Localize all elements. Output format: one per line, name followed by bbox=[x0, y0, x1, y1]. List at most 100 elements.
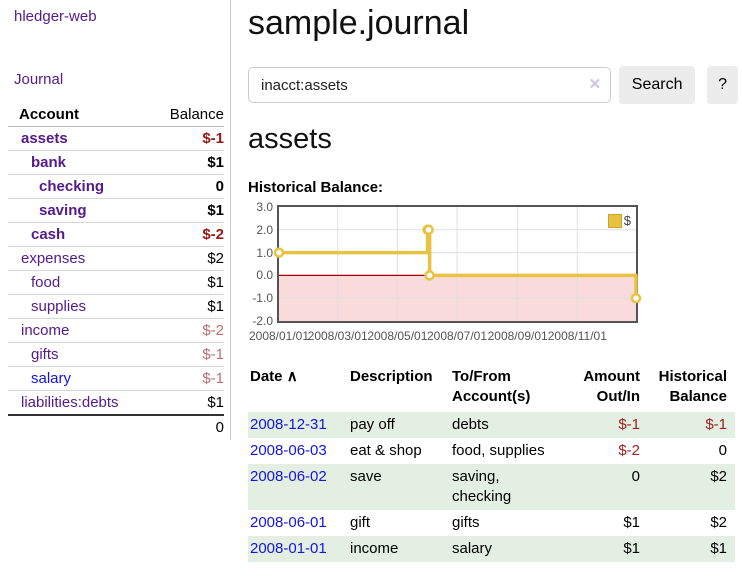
accounts-table: Account Balance assets $-1 bank $1 checking 0… bbox=[8, 103, 224, 439]
help-button[interactable]: ? bbox=[707, 66, 738, 104]
column-header-balance: Historical Balance bbox=[658, 368, 727, 405]
account-link-income[interactable]: income bbox=[21, 322, 70, 339]
transaction-description: save bbox=[350, 468, 382, 485]
accounts-table-header: Account Balance bbox=[8, 103, 224, 127]
account-balance: $1 bbox=[207, 394, 224, 411]
register-table: Date ∧ Description To/From Account(s) Am… bbox=[248, 365, 735, 562]
search-input-wrap: ✕ bbox=[248, 67, 612, 103]
transaction-date-link[interactable]: 2008-01-01 bbox=[250, 540, 327, 557]
data-point bbox=[424, 270, 435, 281]
transaction-accounts: food, supplies bbox=[452, 442, 545, 459]
x-axis-tick-label: 2008/09/01 bbox=[487, 329, 548, 343]
account-row: food $1 bbox=[8, 271, 224, 295]
y-axis-tick-label: -2.0 bbox=[252, 314, 273, 328]
transaction-accounts: debts bbox=[452, 416, 489, 433]
register-row: 2008-06-02 save saving, checking 0 $2 bbox=[248, 464, 735, 510]
account-balance: $1 bbox=[207, 202, 224, 219]
account-balance: $1 bbox=[207, 274, 224, 291]
account-row: assets $-1 bbox=[8, 127, 224, 151]
register-row: 2008-01-01 income salary $1 $1 bbox=[248, 536, 735, 562]
account-link-liabilities-debts[interactable]: liabilities:debts bbox=[21, 394, 119, 411]
data-point bbox=[630, 292, 642, 304]
account-heading: assets bbox=[248, 123, 332, 155]
sidebar-item-journal[interactable]: Journal bbox=[14, 71, 64, 88]
chart-legend: $ bbox=[607, 213, 631, 228]
account-row: bank $1 bbox=[8, 151, 224, 175]
transaction-amount: $1 bbox=[623, 514, 640, 531]
transaction-balance: 0 bbox=[718, 442, 727, 459]
account-link-food[interactable]: food bbox=[31, 274, 61, 291]
date-header-label: Date bbox=[250, 368, 283, 385]
account-balance: $1 bbox=[207, 298, 224, 315]
account-row: gifts $-1 bbox=[8, 343, 224, 367]
y-axis-tick-label: 1.0 bbox=[256, 245, 273, 260]
app-title-link[interactable]: hledger-web bbox=[14, 8, 97, 25]
account-link-supplies[interactable]: supplies bbox=[31, 298, 87, 315]
main-content: sample.journal ✕ Search ? assets Histori… bbox=[248, 0, 738, 562]
search-button[interactable]: Search bbox=[619, 66, 696, 104]
page-title: sample.journal bbox=[248, 4, 470, 42]
transaction-date-link[interactable]: 2008-12-31 bbox=[250, 416, 327, 433]
account-row: saving $1 bbox=[8, 199, 224, 223]
account-link-cash[interactable]: cash bbox=[31, 226, 66, 243]
accounts-header-balance: Balance bbox=[169, 106, 224, 123]
transaction-amount: $-1 bbox=[618, 416, 640, 433]
account-balance: $-1 bbox=[202, 346, 224, 363]
clear-search-icon[interactable]: ✕ bbox=[588, 76, 602, 93]
y-axis-tick-label: -1.0 bbox=[252, 291, 273, 306]
column-header-amount: Amount Out/In bbox=[583, 368, 640, 405]
column-header-description: Description bbox=[350, 368, 433, 385]
account-link-assets[interactable]: assets bbox=[21, 130, 68, 147]
account-link-saving[interactable]: saving bbox=[39, 202, 87, 219]
transaction-date-link[interactable]: 2008-06-02 bbox=[250, 468, 327, 485]
account-row: expenses $2 bbox=[8, 247, 224, 271]
account-link-expenses[interactable]: expenses bbox=[21, 250, 86, 267]
account-link-checking[interactable]: checking bbox=[39, 178, 105, 195]
transaction-description: income bbox=[350, 540, 399, 557]
y-axis-tick-label: 3.0 bbox=[256, 200, 273, 214]
sort-asc-icon: ∧ bbox=[286, 368, 298, 385]
account-row: liabilities:debts $1 bbox=[8, 391, 224, 415]
register-row: 2008-06-03 eat & shop food, supplies $-2 0 bbox=[248, 438, 735, 464]
account-balance: $-2 bbox=[202, 226, 224, 243]
transaction-description: pay off bbox=[350, 416, 395, 433]
x-axis-tick-label: 2008/07/01 bbox=[426, 329, 488, 343]
search-form: ✕ Search ? bbox=[248, 66, 738, 104]
account-balance: $2 bbox=[207, 250, 224, 267]
register-header-row: Date ∧ Description To/From Account(s) Am… bbox=[248, 365, 735, 412]
column-header-accounts: To/From Account(s) bbox=[452, 368, 531, 405]
transaction-amount: $1 bbox=[623, 540, 640, 557]
account-link-gifts[interactable]: gifts bbox=[31, 346, 59, 363]
account-row: income $-2 bbox=[8, 319, 224, 343]
register-row: 2008-12-31 pay off debts $-1 $-1 bbox=[248, 412, 735, 438]
transaction-date-link[interactable]: 2008-06-03 bbox=[250, 442, 327, 459]
accounts-total-row: 0 bbox=[8, 414, 224, 439]
data-point bbox=[273, 247, 285, 258]
column-header-date[interactable]: Date ∧ bbox=[248, 365, 348, 412]
account-balance: $-1 bbox=[202, 130, 224, 147]
transaction-balance: $2 bbox=[710, 468, 727, 485]
chart-title: Historical Balance: bbox=[248, 179, 384, 196]
transaction-accounts: salary bbox=[452, 540, 493, 557]
data-point bbox=[423, 224, 434, 236]
transaction-balance: $-1 bbox=[705, 416, 727, 433]
x-axis-tick-label: 2008/03/01 bbox=[307, 329, 368, 343]
account-balance: $-2 bbox=[202, 322, 224, 339]
account-link-bank[interactable]: bank bbox=[31, 154, 67, 171]
transaction-balance: $2 bbox=[710, 514, 727, 531]
register-row: 2008-06-01 gift gifts $1 $2 bbox=[248, 510, 735, 536]
balance-chart: $3.0 2.0 1.0 0.0 -1.0 -2.0 2008/01/01 2008/03/0… bbox=[248, 200, 738, 347]
account-row: cash $-2 bbox=[8, 223, 224, 247]
account-link-salary[interactable]: salary bbox=[31, 370, 72, 387]
legend-swatch-icon bbox=[607, 213, 622, 228]
transaction-description: gift bbox=[350, 514, 371, 531]
transaction-date-link[interactable]: 2008-06-01 bbox=[250, 514, 327, 531]
search-input[interactable] bbox=[248, 67, 612, 103]
account-row: supplies $1 bbox=[8, 295, 224, 319]
transaction-description: eat & shop bbox=[350, 442, 422, 459]
transaction-balance: $1 bbox=[710, 540, 727, 557]
chart-plot-area: $ bbox=[273, 205, 642, 323]
x-axis-tick-label: 2008/05/01 bbox=[367, 329, 428, 343]
sidebar: hledger-web Journal Account Balance asse… bbox=[0, 0, 231, 440]
x-axis-tick-label: 2008/01/01 bbox=[248, 329, 310, 343]
